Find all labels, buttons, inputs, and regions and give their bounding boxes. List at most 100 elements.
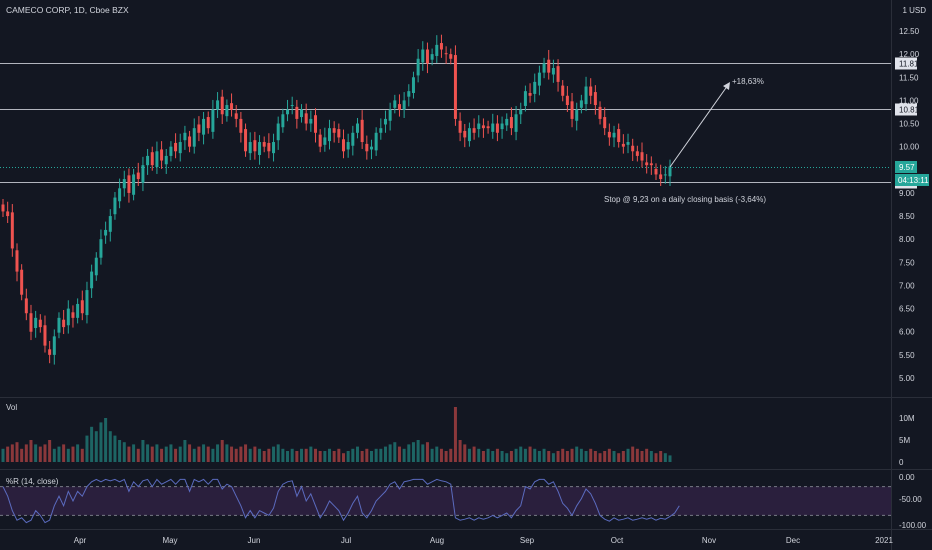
volume-bar [202, 444, 206, 462]
time-label: Sep [520, 536, 535, 545]
candle-body [481, 125, 485, 129]
candle-body [314, 115, 318, 133]
candle-body [640, 152, 644, 161]
candle-body [113, 197, 117, 215]
candle-body [458, 120, 462, 133]
candle-body [537, 72, 541, 86]
time-label: Aug [430, 536, 444, 545]
candle-body [355, 123, 359, 133]
volume-bar [309, 446, 313, 462]
volume-bar [449, 448, 453, 462]
volume-bar [561, 448, 565, 462]
candle-body [519, 109, 523, 115]
volume-pane-title: Vol [6, 403, 17, 412]
wr-band [0, 486, 891, 516]
candle-body [617, 129, 621, 143]
candle-body [225, 105, 229, 117]
volume-bar [351, 448, 355, 462]
candle-body [383, 118, 387, 125]
volume-bar [281, 448, 285, 462]
volume-bar [589, 448, 593, 462]
volume-bar [304, 448, 308, 462]
volume-bar [486, 448, 490, 462]
candle-body [570, 101, 574, 119]
volume-bar [295, 451, 299, 462]
wr-line [2, 478, 680, 524]
volume-bar [551, 453, 555, 462]
candle-body [369, 146, 373, 150]
candle-body [239, 118, 243, 133]
candle-body [122, 179, 126, 189]
candle-body [155, 151, 159, 168]
candle-body [542, 63, 546, 73]
volume-bar [346, 451, 350, 462]
candle-body [71, 312, 75, 318]
volume-bar [365, 448, 369, 462]
candle-body [234, 113, 238, 119]
candle-body [421, 49, 425, 63]
volume-bar [514, 448, 518, 462]
candle-body [388, 109, 392, 121]
candle-body [663, 174, 667, 176]
candle-body [654, 168, 658, 175]
volume-bar [439, 448, 443, 462]
candle-body [645, 162, 649, 166]
volume-bar [52, 448, 56, 462]
volume-bar [1, 448, 5, 462]
candle-body [206, 117, 210, 129]
volume-bar [477, 448, 481, 462]
candle-body [463, 130, 467, 138]
candle-body [351, 132, 355, 146]
volume-bar [547, 451, 551, 462]
candle-body [262, 142, 266, 147]
volume-bar [197, 446, 201, 462]
volume-bar [397, 446, 401, 462]
candle-body [108, 216, 112, 232]
volume-bar [76, 444, 80, 462]
candle-body [132, 174, 136, 195]
volume-bar [453, 407, 457, 462]
candle-body [295, 106, 299, 119]
candle-body [439, 43, 443, 50]
candle-body [57, 317, 61, 333]
time-label: 2021 [875, 536, 893, 545]
candle-body [328, 128, 332, 142]
target-arrow[interactable] [669, 84, 729, 168]
volume-bar [393, 442, 397, 462]
candle-body [575, 109, 579, 121]
candle-body [346, 142, 350, 150]
wr-tick: 0.00 [899, 473, 915, 482]
volume-bar [276, 444, 280, 462]
volume-bar [174, 448, 178, 462]
time-label: Apr [74, 536, 87, 545]
time-label: Jun [248, 536, 261, 545]
volume-bar [565, 451, 569, 462]
volume-bar [533, 448, 537, 462]
candle-body [286, 109, 290, 115]
candle-body [90, 271, 94, 289]
candle-body [626, 142, 630, 145]
volume-bar [104, 418, 108, 462]
candle-body [514, 114, 518, 132]
candle-body [24, 298, 28, 314]
candlestick-series [1, 34, 672, 365]
candle-body [192, 128, 196, 147]
volume-bar [374, 448, 378, 462]
volume-bar [239, 446, 243, 462]
volume-bar [216, 444, 220, 462]
candle-body [668, 166, 672, 177]
volume-bar [332, 451, 336, 462]
volume-bar [272, 446, 276, 462]
candle-body [472, 128, 476, 133]
candle-body [332, 128, 336, 133]
candle-body [379, 128, 383, 133]
candle-body [267, 142, 271, 152]
volume-bar [90, 426, 94, 462]
candle-body [304, 113, 308, 124]
candle-body [337, 129, 341, 138]
candle-body [34, 317, 38, 329]
volume-bar [369, 451, 373, 462]
volume-bar [118, 440, 122, 462]
